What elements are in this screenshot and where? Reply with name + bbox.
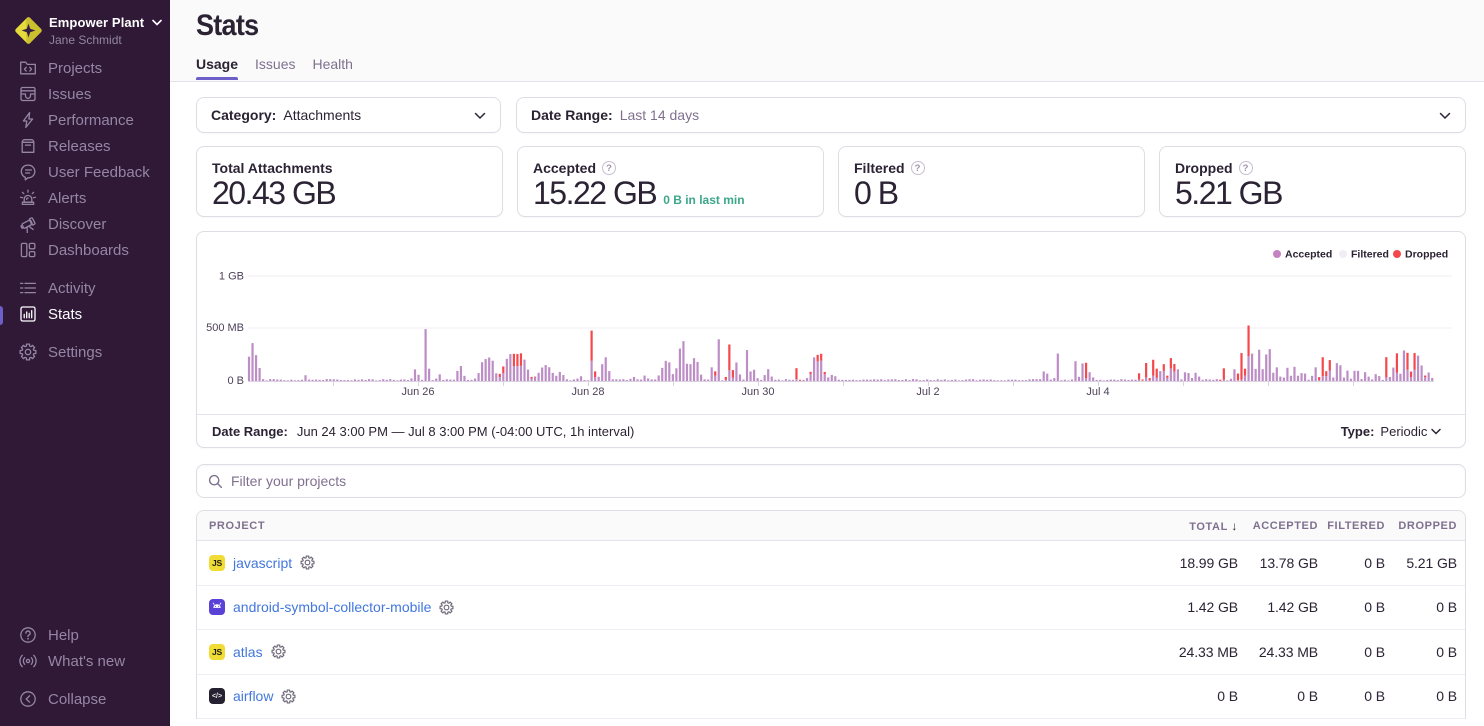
svg-text:Jun 28: Jun 28 (571, 386, 604, 398)
svg-text:Jun 26: Jun 26 (401, 386, 434, 398)
svg-text:500 MB: 500 MB (206, 322, 244, 334)
svg-text:Dropped: Dropped (1405, 249, 1448, 261)
svg-text:Jun 30: Jun 30 (741, 386, 774, 398)
svg-text:Jul 4: Jul 4 (1086, 386, 1109, 398)
svg-text:Filtered: Filtered (1351, 249, 1389, 261)
svg-text:0 B: 0 B (227, 375, 244, 387)
svg-text:Jul 2: Jul 2 (916, 386, 939, 398)
svg-text:Accepted: Accepted (1285, 249, 1332, 261)
svg-text:1 GB: 1 GB (219, 271, 244, 283)
